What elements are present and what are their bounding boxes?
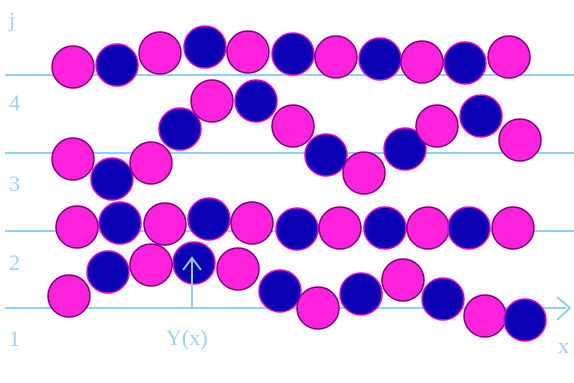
magenta-bead bbox=[51, 137, 95, 181]
magenta-bead bbox=[381, 258, 425, 302]
magenta-bead bbox=[129, 141, 173, 185]
blue-bead bbox=[158, 107, 202, 151]
magenta-bead bbox=[342, 151, 386, 195]
magenta-bead bbox=[406, 206, 450, 250]
blue-bead bbox=[363, 206, 407, 250]
blue-bead bbox=[98, 201, 142, 245]
y-of-x-arrowhead bbox=[182, 256, 202, 271]
magenta-bead bbox=[296, 286, 340, 330]
blue-bead bbox=[304, 133, 348, 177]
magenta-bead bbox=[138, 31, 182, 75]
magenta-bead bbox=[55, 205, 99, 249]
blue-bead bbox=[339, 272, 383, 316]
blue-bead bbox=[503, 298, 547, 342]
x-axis-label: x bbox=[558, 333, 569, 358]
chain-row-4 bbox=[51, 25, 531, 89]
blue-bead bbox=[187, 197, 231, 241]
magenta-bead bbox=[463, 294, 507, 338]
y-of-x-label: Y(x) bbox=[166, 325, 208, 350]
magenta-bead bbox=[415, 104, 459, 148]
blue-bead bbox=[421, 277, 465, 321]
magenta-bead bbox=[487, 35, 531, 79]
blue-bead bbox=[459, 94, 503, 138]
x-axis-arrowhead bbox=[556, 296, 572, 321]
magenta-bead bbox=[318, 206, 362, 250]
blue-bead bbox=[383, 127, 427, 171]
blue-bead bbox=[172, 241, 216, 285]
row-label-3: 3 bbox=[9, 171, 20, 196]
magenta-bead bbox=[143, 202, 187, 246]
row-label-4: 4 bbox=[9, 90, 20, 115]
blue-bead bbox=[275, 207, 319, 251]
blue-bead bbox=[443, 41, 487, 85]
blue-bead bbox=[86, 250, 130, 294]
magenta-bead bbox=[271, 104, 315, 148]
j-axis-label: j bbox=[8, 7, 15, 32]
blue-bead bbox=[358, 37, 402, 81]
magenta-bead bbox=[226, 30, 270, 74]
blue-bead bbox=[258, 269, 302, 313]
magenta-bead bbox=[498, 118, 542, 162]
chain-row-3 bbox=[51, 79, 542, 201]
chain-row-1 bbox=[47, 241, 547, 342]
magenta-bead bbox=[314, 35, 358, 79]
magenta-bead bbox=[216, 247, 260, 291]
blue-bead bbox=[95, 43, 139, 87]
displacement-annotation bbox=[182, 256, 202, 308]
row-label-2: 2 bbox=[9, 250, 20, 275]
blue-bead bbox=[447, 206, 491, 250]
chain-row-2 bbox=[55, 197, 535, 251]
magenta-bead bbox=[129, 243, 173, 287]
magenta-bead bbox=[400, 40, 444, 84]
blue-bead bbox=[183, 25, 227, 69]
magenta-bead bbox=[491, 206, 535, 250]
labels: j x Y(x) 1 2 3 4 bbox=[8, 7, 569, 358]
row-label-1: 1 bbox=[9, 326, 20, 351]
blue-bead bbox=[234, 79, 278, 123]
blue-bead bbox=[271, 32, 315, 76]
magenta-bead bbox=[190, 79, 234, 123]
magenta-bead bbox=[47, 274, 91, 318]
blue-bead bbox=[90, 157, 134, 201]
magenta-bead bbox=[230, 201, 274, 245]
chain-balls bbox=[47, 25, 547, 342]
magenta-bead bbox=[51, 45, 95, 89]
